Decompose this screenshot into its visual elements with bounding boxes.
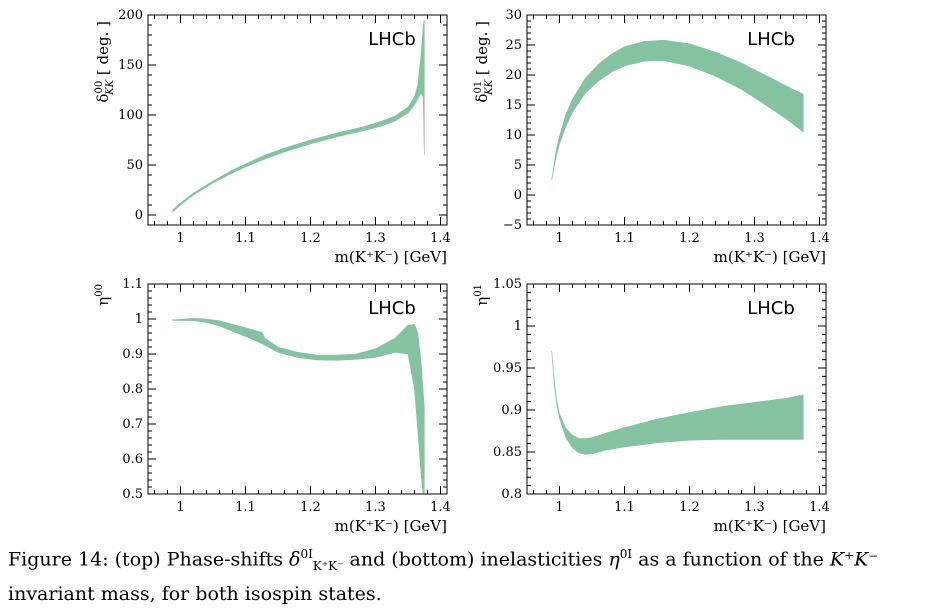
y-tick-label: 0.8	[122, 382, 143, 397]
x-tick-label: 1	[176, 500, 184, 515]
y-tick-label: 1.05	[493, 277, 522, 292]
caption-kk: K⁺K⁻	[829, 548, 879, 571]
x-tick-label: 1.1	[235, 231, 256, 246]
x-tick-label: 1.4	[430, 231, 451, 246]
x-tick-label: 1.4	[430, 500, 451, 515]
x-axis-label: m(K⁺K⁻) [GeV]	[335, 517, 447, 535]
y-axis-label: η00	[94, 284, 112, 306]
caption-tail: as a function of the	[632, 548, 830, 571]
figure-caption: Figure 14: (top) Phase-shifts δ0IK⁺K⁻ an…	[8, 540, 938, 608]
x-tick-label: 1.2	[679, 231, 700, 246]
x-tick-label: 1.1	[235, 500, 256, 515]
y-tick-label: −5	[503, 218, 522, 233]
band-p01	[551, 39, 804, 181]
panel-e00: 1 1.1 1.2 1.3 1.4 0.5 0.6 0.7 0.8 0.9 1 1.1 LHCb m(K⁺…	[94, 277, 451, 535]
x-tick-label: 1	[555, 500, 563, 515]
x-tick-label: 1.3	[744, 500, 765, 515]
y-tick-label: 5	[514, 158, 522, 173]
y-tick-label: 1	[135, 312, 143, 327]
y-tick-label: 100	[118, 108, 143, 123]
y-tick-label: 200	[118, 8, 143, 23]
lhcb-label: LHCb	[368, 29, 416, 50]
x-tick-label: 1.2	[300, 231, 321, 246]
y-tick-label: 150	[118, 58, 143, 73]
y-axis-label: δ01KK [ deg. ]	[473, 21, 495, 103]
y-tick-label: 50	[126, 158, 143, 173]
caption-delta-sub: K⁺K⁻	[312, 559, 344, 574]
y-tick-label: 0.6	[122, 452, 143, 467]
x-tick-label: 1	[176, 231, 184, 246]
x-tick-label: 1	[555, 231, 563, 246]
x-axis-label: m(K⁺K⁻) [GeV]	[335, 248, 447, 266]
x-tick-label: 1.3	[365, 500, 386, 515]
caption-eta-symbol: η	[608, 548, 620, 571]
caption-eta-sup: 0I	[619, 547, 633, 561]
y-tick-label: 0.9	[122, 347, 143, 362]
band-e01	[551, 351, 804, 455]
caption-delta-symbol: δ	[289, 548, 301, 571]
lhcb-label: LHCb	[368, 298, 416, 319]
x-axis-label: m(K⁺K⁻) [GeV]	[714, 248, 826, 266]
x-axis-label: m(K⁺K⁻) [GeV]	[714, 517, 826, 535]
panel-e01: 1 1.1 1.2 1.3 1.4 0.8 0.85 0.9 0.95 1 1.05 LHCb m(K⁺…	[473, 277, 830, 535]
y-tick-label: 0.8	[501, 487, 522, 502]
caption-mid: and (bottom) inelasticities	[343, 548, 609, 571]
y-tick-label: 0.5	[122, 487, 143, 502]
lhcb-label: LHCb	[747, 29, 795, 50]
x-tick-label: 1.3	[744, 231, 765, 246]
y-tick-label: 10	[505, 128, 522, 143]
y-tick-label: 0.95	[493, 361, 522, 376]
lhcb-label: LHCb	[747, 298, 795, 319]
x-tick-label: 1.4	[809, 500, 830, 515]
x-tick-label: 1.3	[365, 231, 386, 246]
panel-p01: 1 1.1 1.2 1.3 1.4 −5 0 5 10 15 20 25 30 LHCb m(K⁺K⁻) […	[473, 8, 830, 266]
x-tick-label: 1.1	[614, 500, 635, 515]
y-tick-label: 1.1	[122, 277, 143, 292]
y-axis-label: δ00KK [ deg. ]	[94, 21, 116, 103]
y-tick-label: 0.85	[493, 445, 522, 460]
y-tick-label: 15	[505, 98, 522, 113]
band-e00	[172, 317, 425, 495]
x-tick-label: 1.2	[300, 500, 321, 515]
y-tick-label: 0.7	[122, 417, 143, 432]
y-tick-label: 0	[135, 208, 143, 223]
caption-prefix: Figure 14: (top) Phase-shifts	[8, 548, 290, 571]
band-p00	[172, 19, 425, 213]
y-tick-label: 1	[514, 319, 522, 334]
panel-p00: 1 1.1 1.2 1.3 1.4 0 50 100 150 200 LHCb m(K⁺K⁻) [Ge…	[94, 8, 451, 266]
y-tick-label: 20	[505, 68, 522, 83]
x-tick-label: 1.4	[809, 231, 830, 246]
y-tick-label: 0.9	[501, 403, 522, 418]
caption-delta-sup: 0I	[300, 547, 313, 561]
y-tick-label: 25	[505, 38, 522, 53]
x-tick-label: 1.1	[614, 231, 635, 246]
y-tick-label: 30	[505, 8, 522, 23]
y-axis-label: η01	[473, 284, 491, 306]
x-tick-label: 1.2	[679, 500, 700, 515]
y-tick-label: 0	[514, 188, 522, 203]
caption-line2: invariant mass, for both isospin states.	[8, 583, 382, 606]
